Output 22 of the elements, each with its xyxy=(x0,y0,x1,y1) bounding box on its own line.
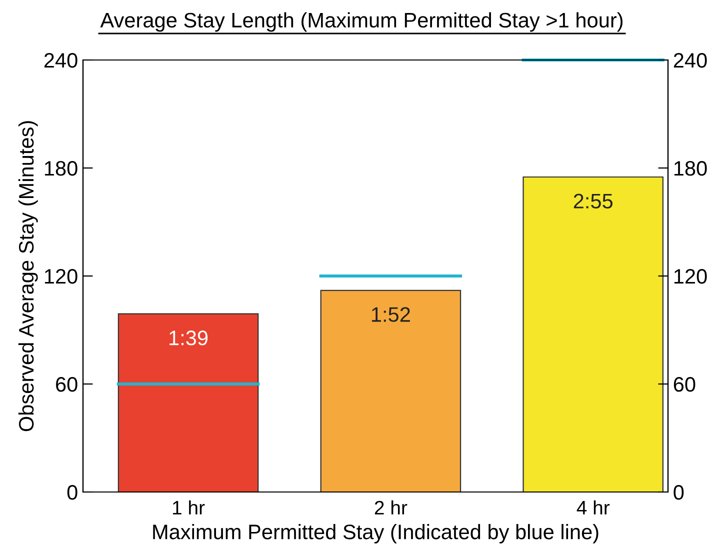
y2-tick-label: 120 xyxy=(674,269,707,284)
y-tick-label: 240 xyxy=(44,53,78,68)
y-axis-title: Observed Average Stay (Minutes) xyxy=(18,121,38,432)
bar xyxy=(118,313,259,492)
data-label: 2:55 xyxy=(574,194,613,209)
y2-tick-label: 60 xyxy=(674,377,696,392)
bar xyxy=(320,290,462,492)
data-label: 1:52 xyxy=(372,307,410,322)
y2-tick-label: 0 xyxy=(674,485,684,500)
y-tick-label: 0 xyxy=(67,485,78,500)
data-label: 1:39 xyxy=(170,330,208,346)
x-tick-label: 2 hr xyxy=(374,500,408,514)
bar xyxy=(522,176,664,492)
y-tick-label: 120 xyxy=(44,269,78,284)
chart-title: Average Stay Length (Maximum Permitted Stay >1 hour) xyxy=(100,12,623,32)
x-tick-label: 4 hr xyxy=(576,500,610,514)
y2-tick-label: 240 xyxy=(674,53,707,68)
y-tick-label: 180 xyxy=(44,161,78,176)
y-tick-label: 60 xyxy=(56,377,78,392)
x-tick-label: 1 hr xyxy=(172,500,205,514)
x-axis-title: Maximum Permitted Stay (Indicated by blue line) xyxy=(153,524,598,544)
y2-tick-label: 180 xyxy=(674,161,707,176)
